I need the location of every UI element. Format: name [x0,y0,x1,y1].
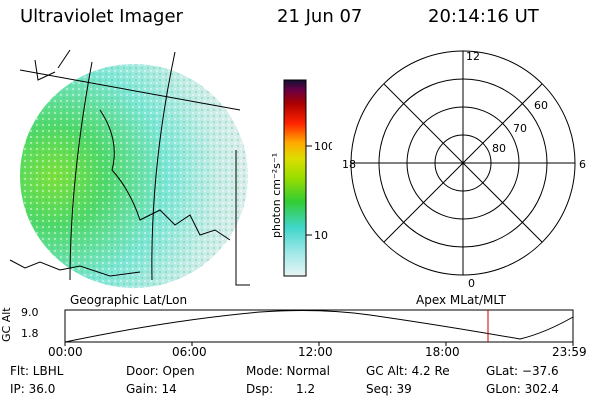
altitude-ytick: 1.8 [21,327,39,340]
colorbar-tick-label: 100 [314,140,332,153]
altitude-curve [64,310,574,343]
mlt-label: 18 [342,158,356,171]
status-mode: Mode: Normal [246,364,330,378]
status-ip: IP: 36.0 [10,382,56,396]
colorbar-gradient [283,79,307,277]
time-label: 20:14:16 UT [428,6,539,27]
altitude-xtick: 12:00 [298,345,333,359]
colorbar-unit-label: photon cm⁻²s⁻¹ [270,153,283,238]
status-dsp: Dsp: 1.2 [246,382,316,396]
instrument-title: Ultraviolet Imager [20,6,183,27]
altitude-axis-title: GC Alt [0,307,13,342]
altitude-ytick: 9.0 [21,306,39,319]
mlat-label: 80 [492,142,506,155]
coastline [34,59,231,241]
colorbar: 100 10 photon cm⁻²s⁻¹ [270,79,332,277]
altitude-xtick: 06:00 [172,345,207,359]
latitude-line [19,69,241,111]
longitude-line [151,51,176,281]
status-glon: GLon: 302.4 [486,382,559,396]
mlat-label: 60 [534,99,548,112]
status-filter: Flt: LBHL [10,364,64,378]
longitude-line [57,49,71,69]
polar-spoke [383,83,543,243]
colorbar-tick-label: 10 [314,229,328,242]
geographic-image-panel [9,49,250,288]
altitude-plot [64,309,574,346]
altitude-xtick: 00:00 [48,345,83,359]
polar-caption: Apex MLat/MLT [416,293,506,307]
status-door: Door: Open [126,364,195,378]
longitude-line [69,61,93,281]
status-seq: Seq: 39 [366,382,412,396]
map-caption: Geographic Lat/Lon [70,293,188,307]
status-gain: Gain: 14 [126,382,177,396]
uv-noise-texture [20,64,248,288]
mlat-label: 70 [513,122,527,135]
polar-mlat-mlt-plot: 12 18 6 0 60 70 80 [342,50,586,290]
status-gc-alt: GC Alt: 4.2 Re [366,364,450,378]
date-label: 21 Jun 07 [277,6,363,27]
mlt-label: 12 [466,50,480,63]
coastline [9,259,141,277]
status-glat: GLat: −37.6 [486,364,559,378]
mlt-label: 6 [579,158,586,171]
altitude-xtick: 18:00 [425,345,460,359]
altitude-axis-title-box: GC Alt [0,307,14,342]
coastline [235,150,250,286]
altitude-xtick: 23:59 [552,345,587,359]
altitude-plot-frame [64,309,574,343]
mlt-label: 0 [468,277,475,290]
